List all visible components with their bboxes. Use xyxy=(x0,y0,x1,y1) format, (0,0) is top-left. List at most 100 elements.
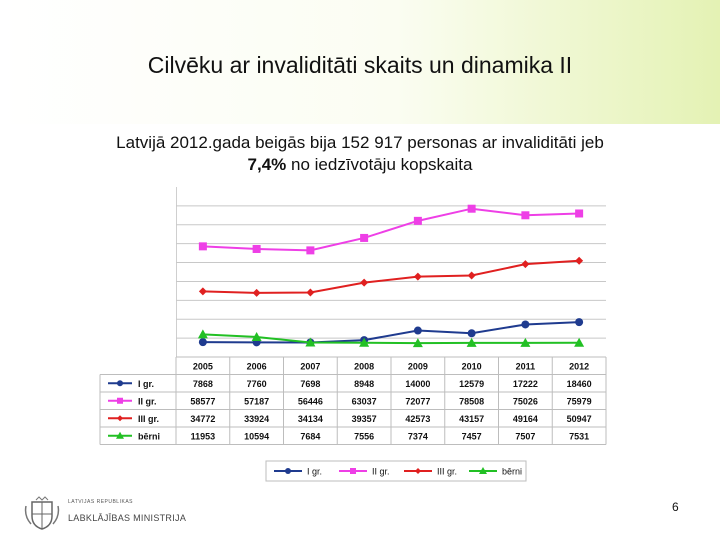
table-legend-marker xyxy=(117,380,123,387)
subtitle-line-2: 7,4% no iedzīvotāju kopskaita xyxy=(40,154,680,176)
data-point xyxy=(467,329,476,338)
data-label: 17222 xyxy=(513,379,538,389)
data-label: 8948 xyxy=(354,379,374,389)
legend-marker xyxy=(479,467,487,474)
data-point xyxy=(251,331,262,341)
legend-label: II gr. xyxy=(372,467,390,477)
data-label: 7760 xyxy=(247,379,267,389)
data-point xyxy=(197,329,208,339)
data-label: 11953 xyxy=(191,432,216,442)
data-point xyxy=(198,287,207,296)
data-label: 42573 xyxy=(405,414,430,424)
subtitle-line-1: Latvijā 2012.gada beigās bija 152 917 pe… xyxy=(116,133,604,152)
data-point xyxy=(252,288,261,297)
data-label: 7507 xyxy=(515,432,535,442)
data-point xyxy=(360,233,369,242)
data-label: 10594 xyxy=(244,432,269,442)
tick-label: 2012 xyxy=(569,362,589,372)
data-label: 7531 xyxy=(569,432,589,442)
data-point xyxy=(575,209,584,218)
tick-label: 2010 xyxy=(462,362,482,372)
data-label: 7868 xyxy=(193,379,213,389)
legend-marker xyxy=(415,468,421,474)
tick-label: 2005 xyxy=(193,362,213,372)
series-label: II gr. xyxy=(138,397,157,407)
legend-box xyxy=(265,460,527,482)
data-label: 14000 xyxy=(405,379,430,389)
data-label: 49164 xyxy=(513,414,538,424)
tick-label: 2009 xyxy=(408,362,428,372)
slide-title: Cilvēku ar invaliditāti skaits un dinami… xyxy=(147,52,573,78)
data-point xyxy=(521,260,530,269)
gridlines xyxy=(176,205,606,339)
data-point xyxy=(521,320,530,329)
legend: I gr. II gr. III gr. bērni xyxy=(265,460,527,482)
data-point xyxy=(305,337,316,347)
data-point xyxy=(413,272,422,281)
data-label: 43157 xyxy=(459,414,484,424)
data-label: 7374 xyxy=(408,432,428,442)
data-point xyxy=(521,211,530,220)
data-point xyxy=(198,242,207,251)
data-point xyxy=(412,338,423,348)
legend-label: III gr. xyxy=(437,467,457,477)
data-label: 50947 xyxy=(567,414,592,424)
data-label: 75979 xyxy=(567,397,592,407)
data-point xyxy=(574,337,585,347)
data-label: 7457 xyxy=(462,432,482,442)
data-point xyxy=(466,337,477,347)
legend-label: I gr. xyxy=(307,467,322,477)
data-point xyxy=(306,246,315,255)
series-label: I gr. xyxy=(138,379,154,389)
slide-subtitle: Latvijā 2012.gada beigās bija 152 917 pe… xyxy=(40,132,680,176)
data-table: 2005 2006 2007 2008 2009 2010 2011 2012 I gr. 786… xyxy=(99,356,607,445)
data-label: 39357 xyxy=(352,414,377,424)
data-point xyxy=(575,318,584,327)
tick-label: 2007 xyxy=(300,362,320,372)
data-point xyxy=(360,278,369,287)
coat-of-arms-icon xyxy=(24,496,60,530)
data-label: 18460 xyxy=(567,379,592,389)
ministry-logo: LATVIJAS REPUBLIKAS LABKLĀJĪBAS MINISTRI… xyxy=(22,496,222,530)
data-point xyxy=(198,338,207,347)
title-bar xyxy=(0,0,720,124)
data-label: 72077 xyxy=(405,397,430,407)
tick-label: 2008 xyxy=(354,362,374,372)
data-point xyxy=(413,326,422,335)
data-label: 75026 xyxy=(513,397,538,407)
legend-marker xyxy=(350,468,356,474)
data-label: 56446 xyxy=(298,397,323,407)
data-label: 34134 xyxy=(298,414,323,424)
table-legend-marker xyxy=(117,397,123,404)
legend-marker xyxy=(285,468,291,474)
subtitle-percent: 7,4% xyxy=(247,155,287,174)
data-label: 7556 xyxy=(354,432,374,442)
series-lines xyxy=(197,204,585,348)
tick-label: 2006 xyxy=(247,362,267,372)
series-line xyxy=(202,259,580,294)
series-line xyxy=(202,333,580,345)
data-label: 63037 xyxy=(352,397,377,407)
data-point xyxy=(413,216,422,225)
data-label: 58577 xyxy=(190,397,215,407)
data-label: 57187 xyxy=(244,397,269,407)
subtitle-line-2-text: no iedzīvotāju kopskaita xyxy=(286,155,473,174)
data-point xyxy=(467,204,476,213)
data-point xyxy=(520,337,531,347)
legend-label: bērni xyxy=(502,467,522,477)
data-point xyxy=(575,256,584,265)
series-label: III gr. xyxy=(138,414,159,424)
data-label: 34772 xyxy=(190,414,215,424)
page-number: 6 xyxy=(672,500,679,514)
tick-label: 2011 xyxy=(516,362,536,372)
logo-small-text: LATVIJAS REPUBLIKAS xyxy=(68,499,133,505)
data-label: 78508 xyxy=(459,397,484,407)
logo-ministry-name: LABKLĀJĪBAS MINISTRIJA xyxy=(68,513,187,523)
series-line xyxy=(202,207,580,252)
series-line xyxy=(202,321,580,344)
table-legend-marker xyxy=(116,431,124,439)
data-label: 33924 xyxy=(244,414,269,424)
data-point xyxy=(359,337,370,347)
data-label: 7684 xyxy=(300,432,320,442)
